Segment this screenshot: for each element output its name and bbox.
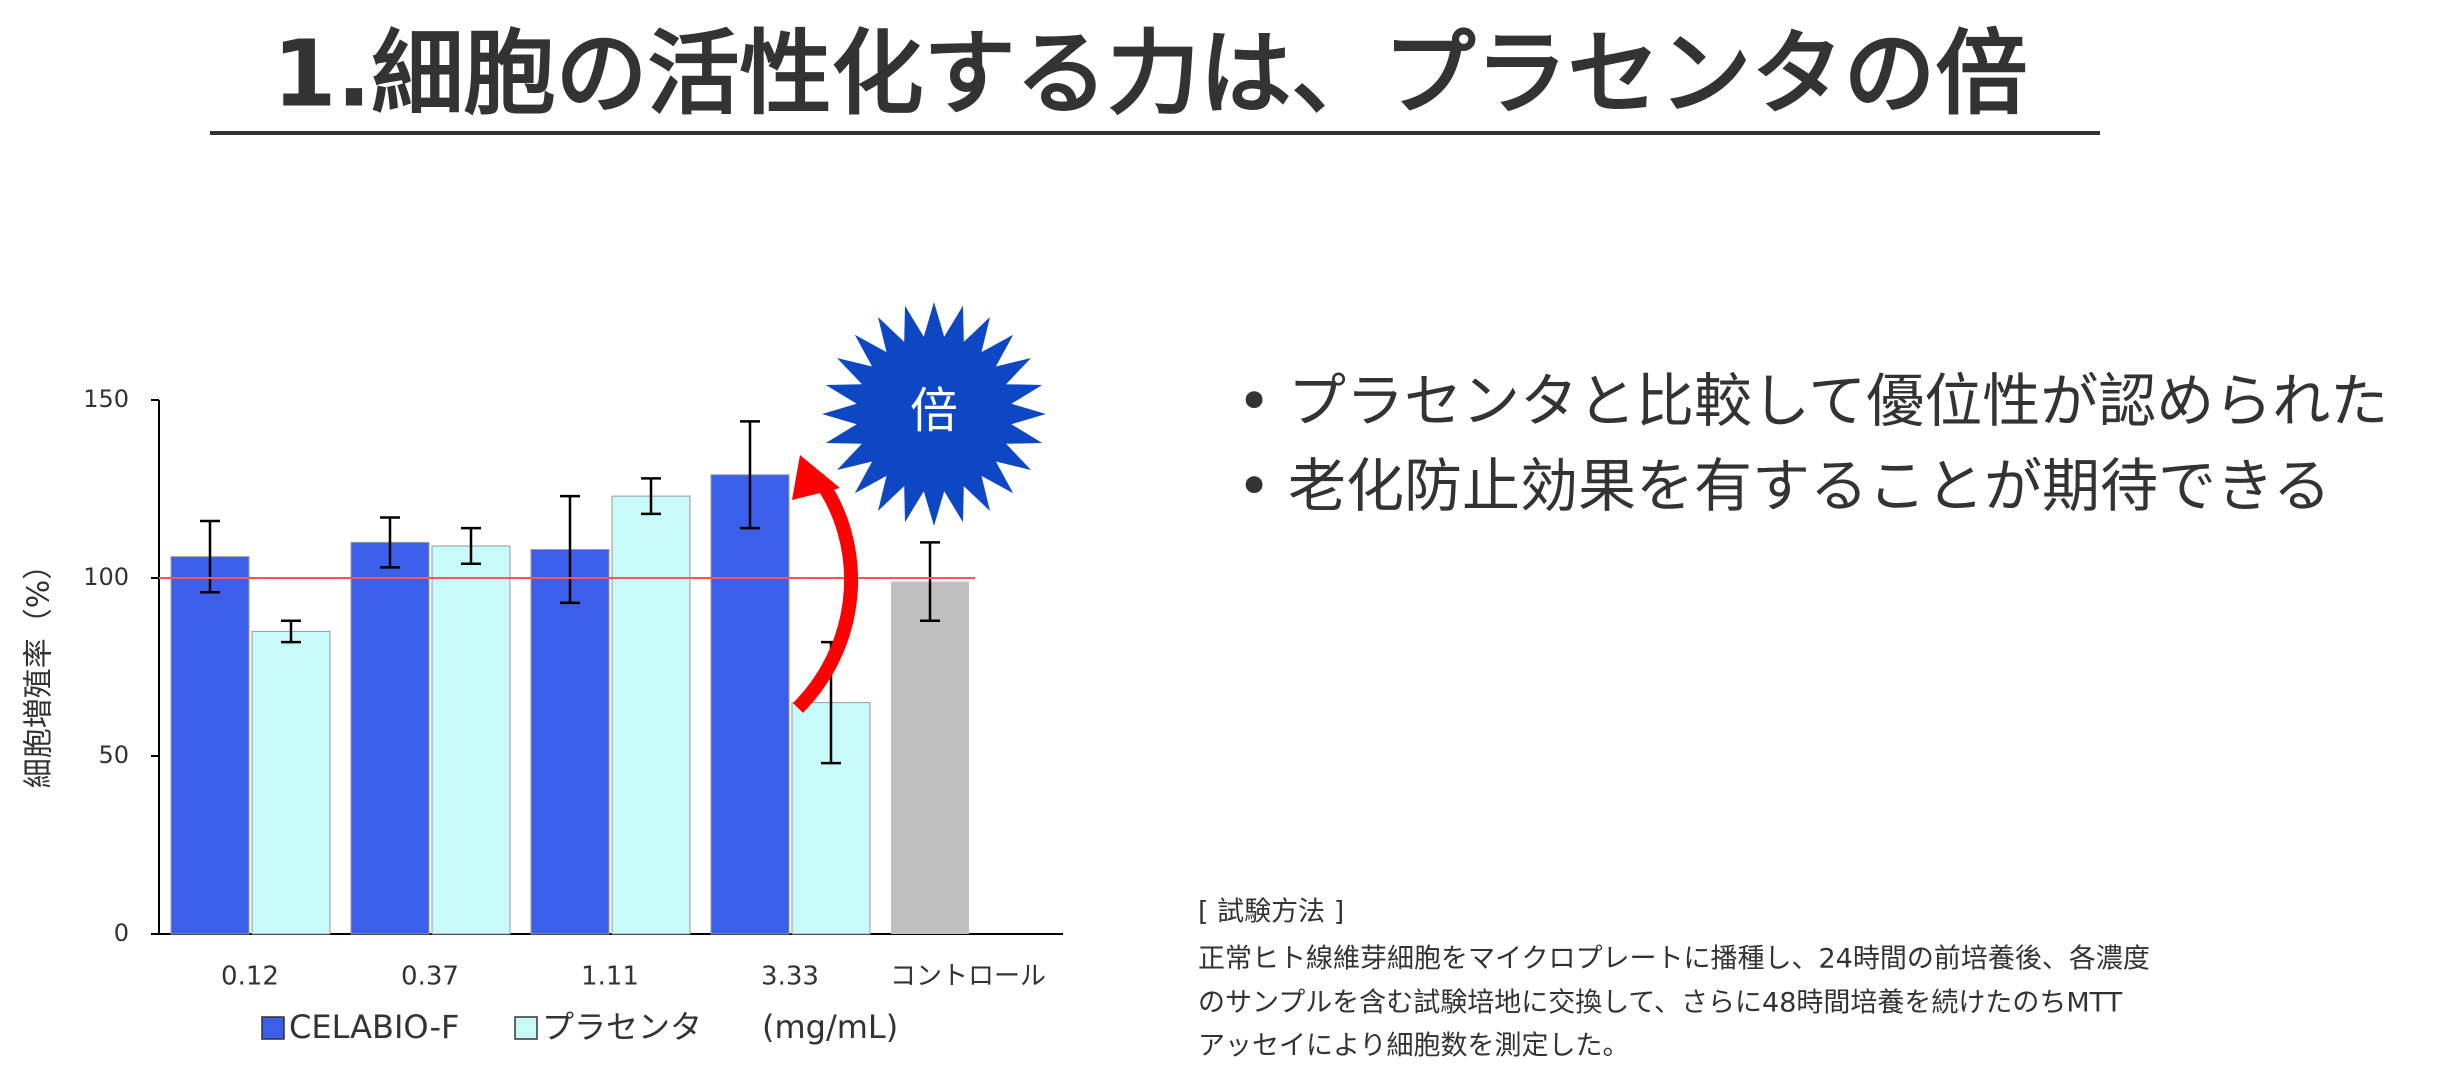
bar bbox=[530, 549, 610, 935]
slide-title: 1.細胞の活性化する力は、プラセンタの倍 bbox=[273, 20, 2028, 127]
error-bar bbox=[641, 477, 661, 516]
arrow-head bbox=[792, 455, 840, 500]
arrow bbox=[793, 473, 859, 713]
bar bbox=[710, 474, 790, 935]
annotation: 倍 bbox=[910, 383, 958, 439]
error-bar bbox=[200, 519, 220, 594]
bullet: 老化防止効果を有することが期待できる bbox=[1288, 452, 2331, 520]
control-bar bbox=[891, 581, 969, 934]
x-tick-label: 0.12 bbox=[221, 962, 279, 992]
error-bar bbox=[740, 420, 760, 530]
error-bar bbox=[281, 619, 301, 644]
legend-label: プラセンタ bbox=[542, 1008, 702, 1046]
error-bar bbox=[560, 494, 580, 605]
legend-label: CELABIO-F bbox=[289, 1008, 459, 1046]
y-tick-label: 100 bbox=[83, 563, 129, 591]
bar bbox=[350, 541, 430, 935]
method-heading: [ 試験方法 ] bbox=[1198, 897, 1344, 928]
x-tick-label: コントロール bbox=[890, 962, 1046, 992]
legend-swatch bbox=[514, 1016, 538, 1040]
bar bbox=[611, 495, 691, 935]
x-tick-label: 3.33 bbox=[761, 962, 819, 992]
starburst bbox=[822, 302, 1046, 526]
y-tick-label: 50 bbox=[98, 741, 129, 769]
y-tick-label: 150 bbox=[83, 385, 129, 413]
x-tick-label: 0.37 bbox=[401, 962, 459, 992]
x-tick-label: 1.11 bbox=[581, 962, 639, 992]
bullet-dot: • bbox=[1237, 367, 1271, 435]
unit-label: (mg/mL) bbox=[762, 1008, 898, 1046]
error-bar bbox=[380, 516, 400, 569]
y-axis-label: 細胞増殖率（%） bbox=[22, 550, 57, 789]
legend-swatch bbox=[261, 1016, 285, 1040]
method-text: のサンプルを含む試験培地に交換して、さらに48時間培養を続けたのちMTT bbox=[1198, 988, 2123, 1019]
bullet: プラセンタと比較して優位性が認められた bbox=[1288, 367, 2388, 435]
bullet-dot: • bbox=[1237, 452, 1271, 520]
bar bbox=[251, 630, 331, 935]
method-text: 正常ヒト線維芽細胞をマイクロプレートに播種し、24時間の前培養後、各濃度 bbox=[1198, 944, 2150, 975]
y-tick-label: 0 bbox=[114, 919, 129, 947]
chart: 0 50 100 150 細胞増殖率（%） 0.12 0.37 1.11 3.33 コントロール C… bbox=[22, 302, 1063, 1046]
error-bar bbox=[461, 526, 481, 566]
bar bbox=[431, 545, 511, 935]
bar bbox=[170, 556, 250, 935]
error-bar bbox=[920, 541, 940, 622]
method-text: アッセイにより細胞数を測定した。 bbox=[1198, 1031, 1629, 1062]
